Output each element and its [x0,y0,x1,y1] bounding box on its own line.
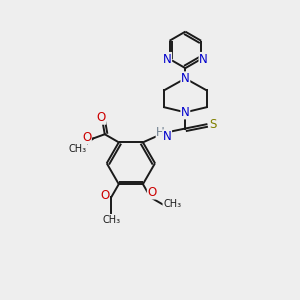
Text: N: N [181,72,190,85]
Text: O: O [82,130,91,143]
Text: S: S [210,118,217,130]
Text: O: O [147,186,157,199]
Text: O: O [97,111,106,124]
Text: H: H [156,125,165,139]
Text: O: O [100,189,109,203]
Text: N: N [163,52,172,65]
Text: CH₃: CH₃ [69,145,87,154]
Text: N: N [199,52,208,65]
Text: N: N [181,106,190,119]
Text: N: N [163,130,172,143]
Text: CH₃: CH₃ [102,215,120,225]
Text: CH₃: CH₃ [163,199,181,208]
